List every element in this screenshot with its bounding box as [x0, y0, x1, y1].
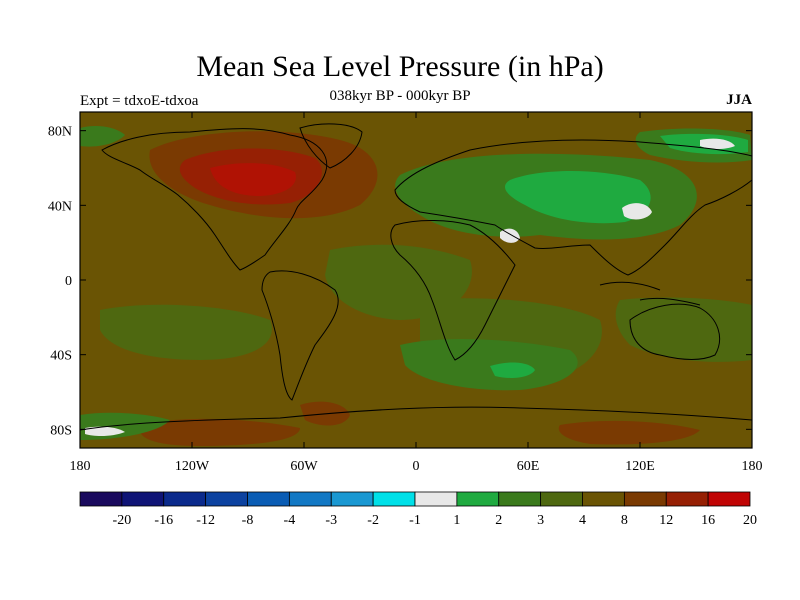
colorbar-swatch: [414, 491, 458, 507]
lat-tick-label: 40S: [50, 349, 72, 364]
colorbar-label: -8: [242, 513, 254, 528]
map-title: Mean Sea Level Pressure (in hPa): [196, 50, 604, 83]
lon-tick-label: 180: [742, 459, 763, 474]
field-patch-siberia-white: [700, 138, 735, 149]
field-patch-antarctic-white: [85, 426, 125, 437]
map-subtitle: 038kyr BP - 000kyr BP: [329, 88, 471, 104]
lon-tick-label: 60W: [290, 459, 318, 474]
colorbar-label: -4: [284, 513, 296, 528]
lon-tick-label: 120W: [175, 459, 210, 474]
colorbar-swatch: [247, 491, 290, 507]
colorbar-swatch: [330, 491, 374, 507]
coast-antarctica: [79, 406, 753, 431]
colorbar-swatch: [456, 491, 500, 507]
lon-tick-label: 180: [70, 459, 91, 474]
field-patch-pacific-west: [615, 297, 752, 362]
experiment-label: Expt = tdxoE-tdxoa: [80, 93, 199, 109]
coast-australia: [629, 303, 720, 360]
field-patch-greenland-green: [80, 126, 125, 147]
colorbar-swatch: [205, 491, 248, 507]
colorbar-swatch: [121, 491, 165, 507]
colorbar-label: -1: [409, 513, 421, 528]
colorbar-label: 2: [495, 513, 502, 528]
map-panel: 180 120W 60W 0 60E 120E 180 80N 40N 0 40S 80S: [48, 111, 763, 474]
coast-africa: [390, 219, 516, 361]
field-patch-arabia-white: [500, 228, 520, 243]
colorbar-label: -20: [113, 513, 132, 528]
colorbar-swatch: [163, 491, 207, 507]
field-patch-na-peak: [210, 163, 296, 196]
lat-tick-label: 80N: [48, 125, 72, 140]
colorbar-label: -16: [154, 513, 173, 528]
colorbar-swatch: [498, 491, 542, 507]
field-patch-so-east: [558, 420, 700, 445]
field-patch-south-atlantic-core: [490, 362, 535, 378]
lon-tick-label: 120E: [625, 459, 655, 474]
field-patch-so-west: [139, 418, 300, 446]
coast-europe-asia: [394, 139, 753, 276]
colorbar-label: 4: [579, 513, 586, 528]
colorbar-label: -3: [325, 513, 337, 528]
colorbar: -20 -16 -12 -8 -4 -3 -2 -1 1 2 3 4 8 12 16 20: [79, 491, 757, 528]
lat-tick-label: 40N: [48, 199, 72, 214]
coast-greenland: [299, 123, 363, 169]
lon-tick-label: 60E: [517, 459, 540, 474]
field-patch-pacific-south: [100, 304, 272, 360]
field-patch-tibet-white: [622, 203, 652, 220]
axis-ticks: 180 120W 60W 0 60E 120E 180 80N 40N 0 40S 80S: [48, 112, 763, 474]
colorbar-label: 20: [743, 513, 757, 528]
season-label: JJA: [726, 92, 752, 108]
colorbar-swatch: [79, 491, 123, 507]
field-patch-eurasia-core: [505, 171, 651, 224]
colorbar-label: -12: [196, 513, 215, 528]
colorbar-label: 16: [701, 513, 715, 528]
colorbar-swatch: [540, 491, 583, 507]
lat-tick-label: 80S: [50, 423, 72, 438]
colorbar-swatch: [707, 491, 751, 507]
lon-tick-label: 0: [413, 459, 420, 474]
pressure-field: [80, 126, 752, 446]
colorbar-label: 8: [621, 513, 628, 528]
coastlines: [79, 123, 753, 431]
colorbar-swatch: [372, 491, 416, 507]
colorbar-swatch: [623, 491, 667, 507]
colorbar-label: 3: [537, 513, 544, 528]
coast-north-america: [101, 128, 328, 271]
field-patch-south-atlantic: [400, 338, 578, 391]
lat-tick-label: 0: [65, 274, 72, 289]
colorbar-swatch: [665, 491, 709, 507]
colorbar-label: -2: [367, 513, 379, 528]
colorbar-swatch: [582, 491, 625, 507]
coast-indonesia: [599, 281, 701, 306]
coast-south-america: [261, 270, 339, 401]
colorbar-swatch: [288, 491, 332, 507]
colorbar-label: 1: [453, 513, 460, 528]
colorbar-label: 12: [659, 513, 673, 528]
